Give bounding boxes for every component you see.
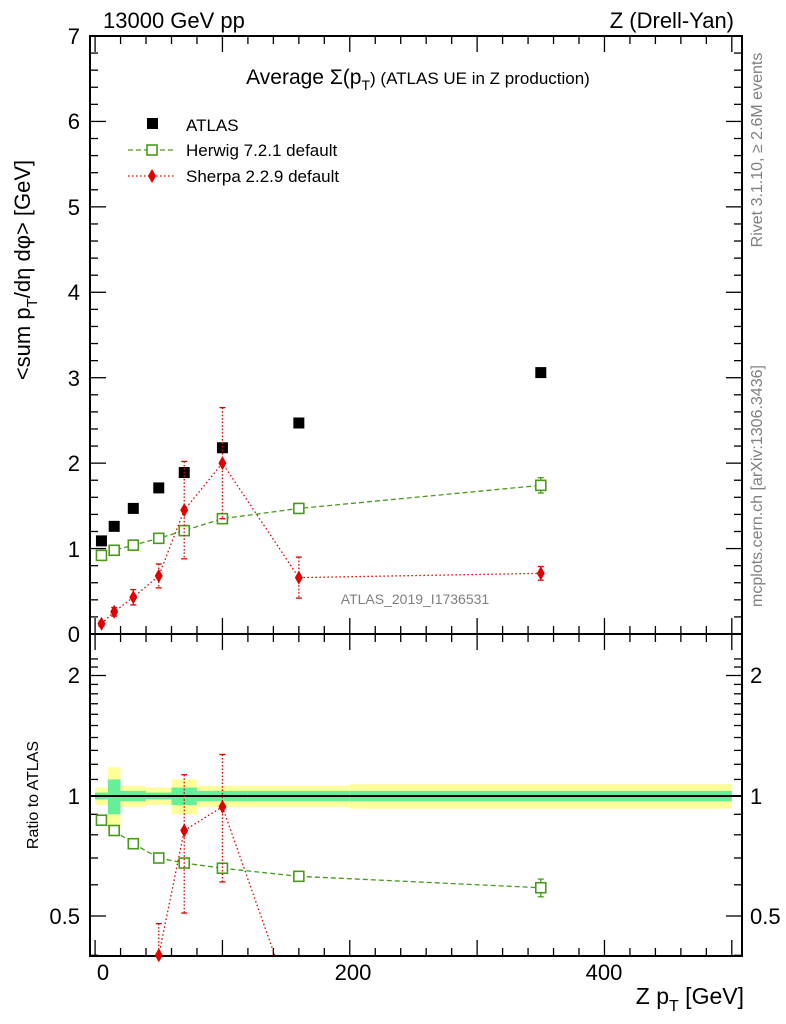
sherpa-point bbox=[129, 590, 138, 605]
sherpa-ratio-point bbox=[154, 948, 163, 963]
ratio-series-line-0 bbox=[298, 875, 541, 889]
main-tick-label-1: 1 bbox=[68, 537, 80, 562]
atlas-data-point bbox=[108, 520, 120, 532]
atlas-data-point bbox=[293, 417, 305, 429]
x-tick-label-0: 0 bbox=[97, 960, 109, 985]
main-tick-label-0: 0 bbox=[68, 622, 80, 647]
ratio-y-axis-title: Ratio to ATLAS bbox=[25, 741, 42, 849]
ratio-axis-ticks bbox=[90, 634, 742, 956]
main-series-line-2 bbox=[101, 462, 541, 625]
main-series-layer bbox=[95, 367, 547, 631]
herwig-point bbox=[293, 502, 305, 515]
main-axis-ticks bbox=[90, 35, 742, 635]
herwig-ratio-point bbox=[95, 814, 108, 827]
sherpa-point bbox=[294, 570, 303, 585]
atlas-data-point bbox=[216, 442, 228, 454]
herwig-ratio-point bbox=[216, 862, 229, 875]
main-tick-label-2: 2 bbox=[68, 451, 80, 476]
ratio-tick-label-1-right: 1 bbox=[750, 784, 762, 809]
main-tick-label-5: 5 bbox=[68, 195, 80, 220]
legend-label-sherpa: Sherpa 2.2.9 default bbox=[186, 167, 339, 186]
herwig-ratio-point bbox=[152, 852, 165, 864]
sherpa-point bbox=[180, 503, 189, 518]
herwig-ratio-point bbox=[534, 881, 547, 894]
legend-marker-sherpa bbox=[148, 169, 156, 183]
legend-label-atlas: ATLAS bbox=[186, 116, 239, 135]
ratio-series-line-1 bbox=[221, 806, 276, 957]
herwig-ratio-point bbox=[108, 824, 120, 837]
x-tick-label-400: 400 bbox=[586, 960, 623, 985]
x-axis-title: Z pT [GeV] bbox=[636, 983, 744, 1015]
atlas-data-point bbox=[127, 502, 139, 514]
herwig-point bbox=[152, 532, 165, 545]
sherpa-point bbox=[154, 568, 163, 583]
atlas-data-point bbox=[153, 482, 165, 494]
sherpa-ratio-point bbox=[218, 799, 227, 814]
ratio-series-line-1 bbox=[183, 806, 223, 832]
mcplots-label: mcplots.cern.ch [arXiv:1306.3436] bbox=[749, 365, 766, 607]
sherpa-point bbox=[536, 566, 545, 581]
herwig-point bbox=[127, 539, 140, 551]
ratio-series-line-0 bbox=[222, 867, 299, 877]
sherpa-point bbox=[218, 456, 227, 471]
ratio-uncertainty-band bbox=[95, 767, 732, 831]
herwig-ratio-point bbox=[127, 837, 140, 850]
plot-title: Average Σ(pT) (ATLAS UE in Z production) bbox=[246, 66, 590, 93]
herwig-point bbox=[534, 479, 547, 492]
ratio-tick-label-2-right: 2 bbox=[750, 663, 762, 688]
herwig-point bbox=[95, 549, 108, 562]
sherpa-ratio-point bbox=[180, 823, 189, 838]
ratio-series-layer bbox=[95, 753, 547, 963]
ratio-series-line-0 bbox=[184, 862, 223, 869]
atlas-data-point bbox=[95, 535, 107, 547]
main-series-line-1 bbox=[101, 484, 541, 557]
herwig-point bbox=[108, 544, 120, 557]
legend-marker-atlas bbox=[147, 118, 158, 129]
main-tick-label-7: 7 bbox=[68, 24, 80, 49]
atlas-data-point bbox=[535, 367, 547, 379]
ratio-series-line-1 bbox=[158, 830, 185, 956]
main-tick-label-3: 3 bbox=[68, 366, 80, 391]
analysis-watermark: ATLAS_2019_I1736531 bbox=[341, 591, 490, 607]
header-left: 13000 GeV pp bbox=[103, 8, 245, 33]
legend-marker-herwig bbox=[146, 144, 158, 156]
header-right: Z (Drell-Yan) bbox=[610, 8, 734, 33]
main-y-axis-title: <sum pT/dη dφ> [GeV] bbox=[10, 160, 41, 380]
main-tick-label-4: 4 bbox=[68, 280, 80, 305]
legend-label-herwig: Herwig 7.2.1 default bbox=[186, 141, 337, 160]
rivet-label: Rivet 3.1.10, ≥ 2.6M events bbox=[749, 53, 766, 248]
ratio-tick-label-1: 1 bbox=[68, 784, 80, 809]
main-tick-label-6: 6 bbox=[68, 109, 80, 134]
ratio-tick-label-2: 2 bbox=[68, 663, 80, 688]
ratio-tick-label-0.5-right: 0.5 bbox=[750, 904, 781, 929]
x-tick-label-200: 200 bbox=[335, 960, 372, 985]
herwig-point bbox=[178, 524, 191, 537]
ratio-tick-label-0.5: 0.5 bbox=[49, 904, 80, 929]
sherpa-point bbox=[97, 616, 106, 631]
herwig-ratio-point bbox=[293, 870, 305, 883]
sherpa-point bbox=[110, 604, 119, 619]
legend: ATLAS Herwig 7.2.1 default Sherpa 2.2.9 … bbox=[128, 116, 339, 186]
